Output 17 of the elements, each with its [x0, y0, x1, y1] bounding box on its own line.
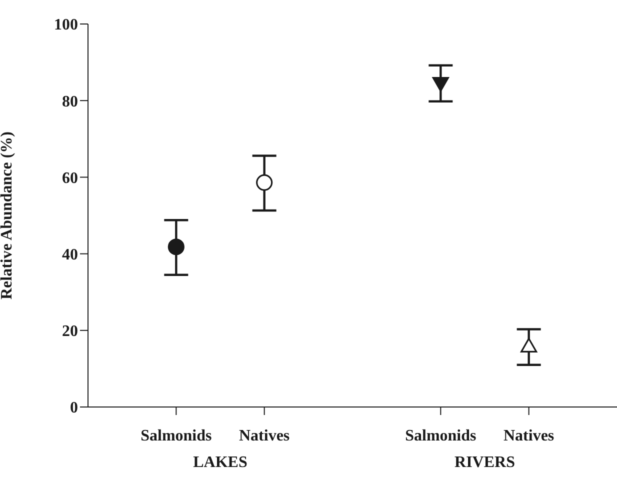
y-tick-label: 20: [62, 323, 78, 340]
point: [256, 174, 273, 191]
y-tick-label: 60: [62, 170, 78, 187]
point: [520, 338, 538, 353]
text: LAKES: [192, 454, 248, 472]
y-axis-title: Relative Abundance (%): [0, 132, 16, 300]
x-tick-label: Natives: [239, 427, 290, 444]
text: RIVERS: [454, 454, 516, 472]
x-tick-label: Salmonids: [405, 427, 476, 444]
y-tick-label: 80: [62, 93, 78, 110]
point: [168, 238, 184, 256]
y-tick-label: 100: [54, 16, 78, 34]
y-tick-label: 40: [62, 246, 78, 264]
x-tick-label: Salmonids: [140, 427, 212, 444]
point: [432, 76, 449, 92]
y-tick-label: 0: [70, 400, 78, 417]
x-tick-label: Natives: [504, 427, 554, 444]
